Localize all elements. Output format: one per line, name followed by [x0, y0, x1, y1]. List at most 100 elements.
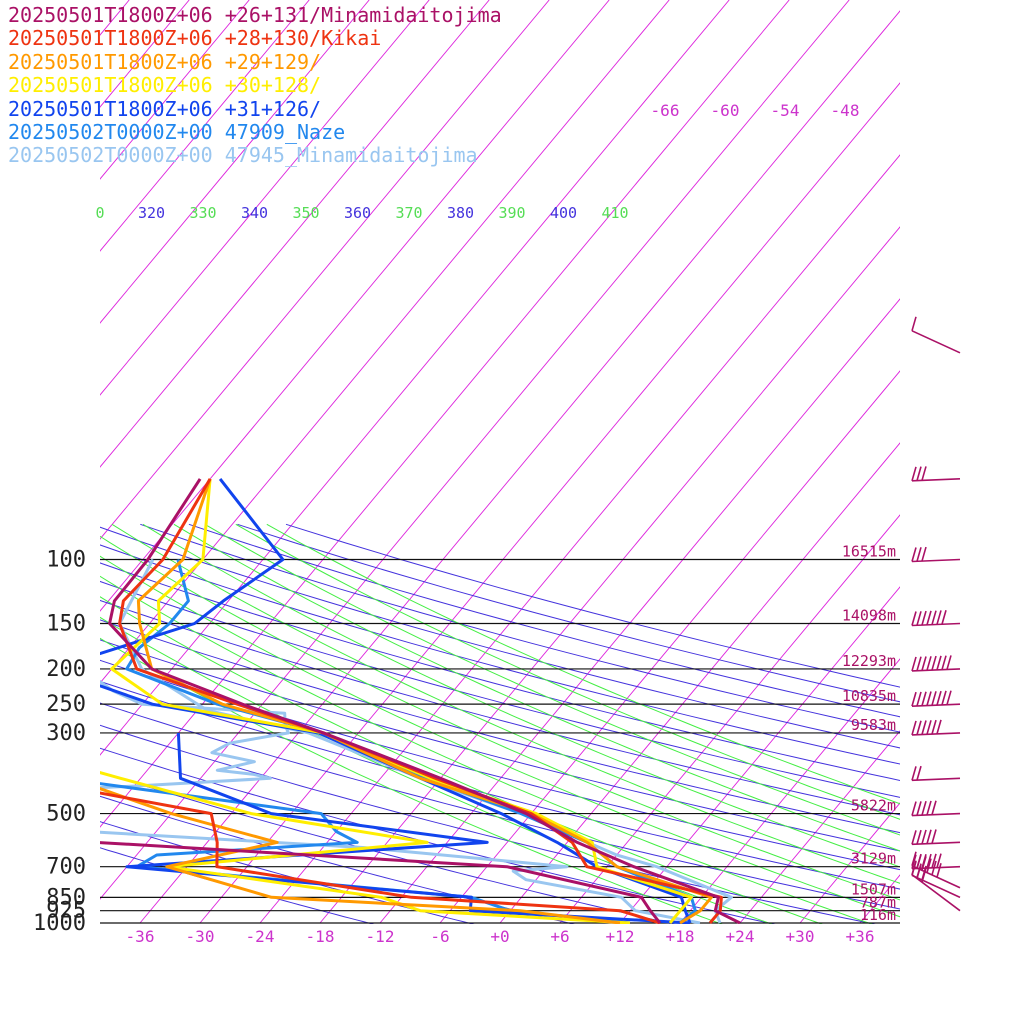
- wind-barb: [911, 546, 961, 563]
- isobars: [100, 558, 900, 924]
- x-tick-label: -30: [186, 927, 215, 946]
- height-label: 14098m: [842, 607, 896, 625]
- moist-adiabat: [111, 523, 900, 884]
- isotherm-line: [439, 370, 900, 924]
- isotherm-line: [100, 0, 610, 612]
- pressure-label: 200: [46, 657, 86, 682]
- isotherm-line: [379, 298, 900, 924]
- wind-barb: [911, 690, 961, 707]
- legend-entry: 20250501T1800Z+06 +28+130/Kikai: [8, 26, 382, 51]
- dry-adiabat: [100, 562, 900, 781]
- theta-label: 330: [189, 204, 216, 222]
- legend-entry: 20250502T0000Z+00 47945_Minamidaitojima: [8, 143, 478, 168]
- x-tick-label: +18: [666, 927, 695, 946]
- height-label: 5822m: [851, 797, 896, 815]
- moist-adiabat: [100, 596, 823, 924]
- moist-adiabat: [142, 523, 900, 868]
- profile-lines: [100, 477, 741, 924]
- wind-barb: [911, 800, 961, 817]
- isotherm-line: [100, 0, 370, 324]
- isotherm-label: -48: [831, 101, 860, 120]
- dry-adiabat: [188, 523, 900, 718]
- isotherm-line: [799, 802, 900, 924]
- dry-adiabat: [100, 619, 900, 834]
- wind-barb: [911, 719, 961, 736]
- isotherm-line: [679, 658, 900, 924]
- pressure-label: 300: [46, 721, 86, 746]
- dry-adiabat: [100, 544, 900, 765]
- dry-adiabat: [100, 747, 776, 924]
- dry-adiabat: [140, 523, 900, 733]
- dry-adiabat: [100, 599, 900, 816]
- dry-adiabat: [237, 523, 900, 703]
- wind-barb: [911, 466, 961, 482]
- moist-adiabat: [235, 523, 900, 820]
- isotherm-line: [199, 82, 900, 924]
- axis-labels: 100 16515m 150 14098m 200 12293m 250 10835m 300 9…: [33, 101, 896, 946]
- wind-barb: [911, 851, 961, 889]
- height-label: 9583m: [851, 716, 896, 734]
- x-tick-label: -12: [366, 927, 395, 946]
- wind-barbs: [911, 316, 961, 912]
- dry-adiabat: [100, 847, 375, 924]
- theta-label: 400: [550, 204, 577, 222]
- dry-adiabat: [100, 639, 900, 852]
- isotherm-line: [100, 0, 550, 540]
- x-tick-label: -6: [430, 927, 449, 946]
- isotherm-label: -60: [711, 101, 740, 120]
- wind-barb: [911, 860, 961, 912]
- pressure-label: 100: [46, 548, 86, 573]
- legend-entry: 20250502T0000Z+00 47909_Naze: [8, 120, 346, 145]
- isotherm-line: [100, 0, 490, 468]
- height-label: 116m: [860, 906, 896, 924]
- theta-label: 390: [498, 204, 525, 222]
- isotherm-line: [100, 0, 310, 252]
- dry-adiabat: [100, 771, 676, 924]
- x-tick-label: +24: [726, 927, 755, 946]
- isotherm-line: [920, 0, 1024, 923]
- theta-label: 0: [95, 204, 104, 222]
- isotherm-line: [100, 0, 850, 900]
- isotherm-line: [100, 0, 790, 828]
- moist-adiabat: [266, 523, 900, 805]
- wind-barb: [911, 829, 961, 846]
- x-tick-label: +12: [606, 927, 635, 946]
- x-tick-label: -36: [126, 927, 155, 946]
- moist-adiabat: [100, 575, 873, 924]
- height-label: 787m: [860, 894, 896, 912]
- wind-barb: [911, 655, 961, 672]
- pressure-label: 925: [46, 899, 86, 924]
- dewpoint-line: [100, 841, 662, 924]
- isotherm-line: [100, 0, 730, 756]
- x-tick-label: +0: [490, 927, 509, 946]
- isotherm-line: [739, 730, 900, 924]
- x-tick-label: +30: [786, 927, 815, 946]
- dewpoint-line: [100, 787, 621, 924]
- theta-label: 410: [601, 204, 628, 222]
- dewpoint-line: [100, 791, 661, 924]
- isotherm-line: [499, 442, 900, 924]
- theta-label: 320: [138, 204, 165, 222]
- legend-entry: 20250501T1800Z+06 +26+131/Minamidaitojim…: [8, 3, 502, 27]
- theta-label: 350: [292, 204, 319, 222]
- pressure-label: 700: [46, 855, 86, 880]
- pressure-label: 500: [46, 802, 86, 827]
- height-label: 12293m: [842, 652, 896, 670]
- height-label: 1507m: [851, 880, 896, 898]
- isotherm-label: -66: [651, 101, 680, 120]
- height-label: 10835m: [842, 687, 896, 705]
- dewpoint-line: [100, 771, 631, 924]
- moist-adiabat: [100, 555, 900, 918]
- height-label: 16515m: [842, 543, 896, 561]
- wind-barb: [911, 316, 961, 354]
- isotherm-line: [100, 0, 250, 180]
- dewpoint-line: [100, 679, 701, 924]
- isotherm-line: [259, 154, 900, 924]
- x-tick-label: -24: [246, 927, 275, 946]
- moist-adiabat: [100, 616, 773, 924]
- isotherm-line: [139, 10, 900, 924]
- isotherm-line: [100, 0, 430, 396]
- pressure-label: 1000: [33, 911, 86, 936]
- moist-adiabat: [100, 535, 900, 901]
- pressure-label: 850: [46, 885, 86, 910]
